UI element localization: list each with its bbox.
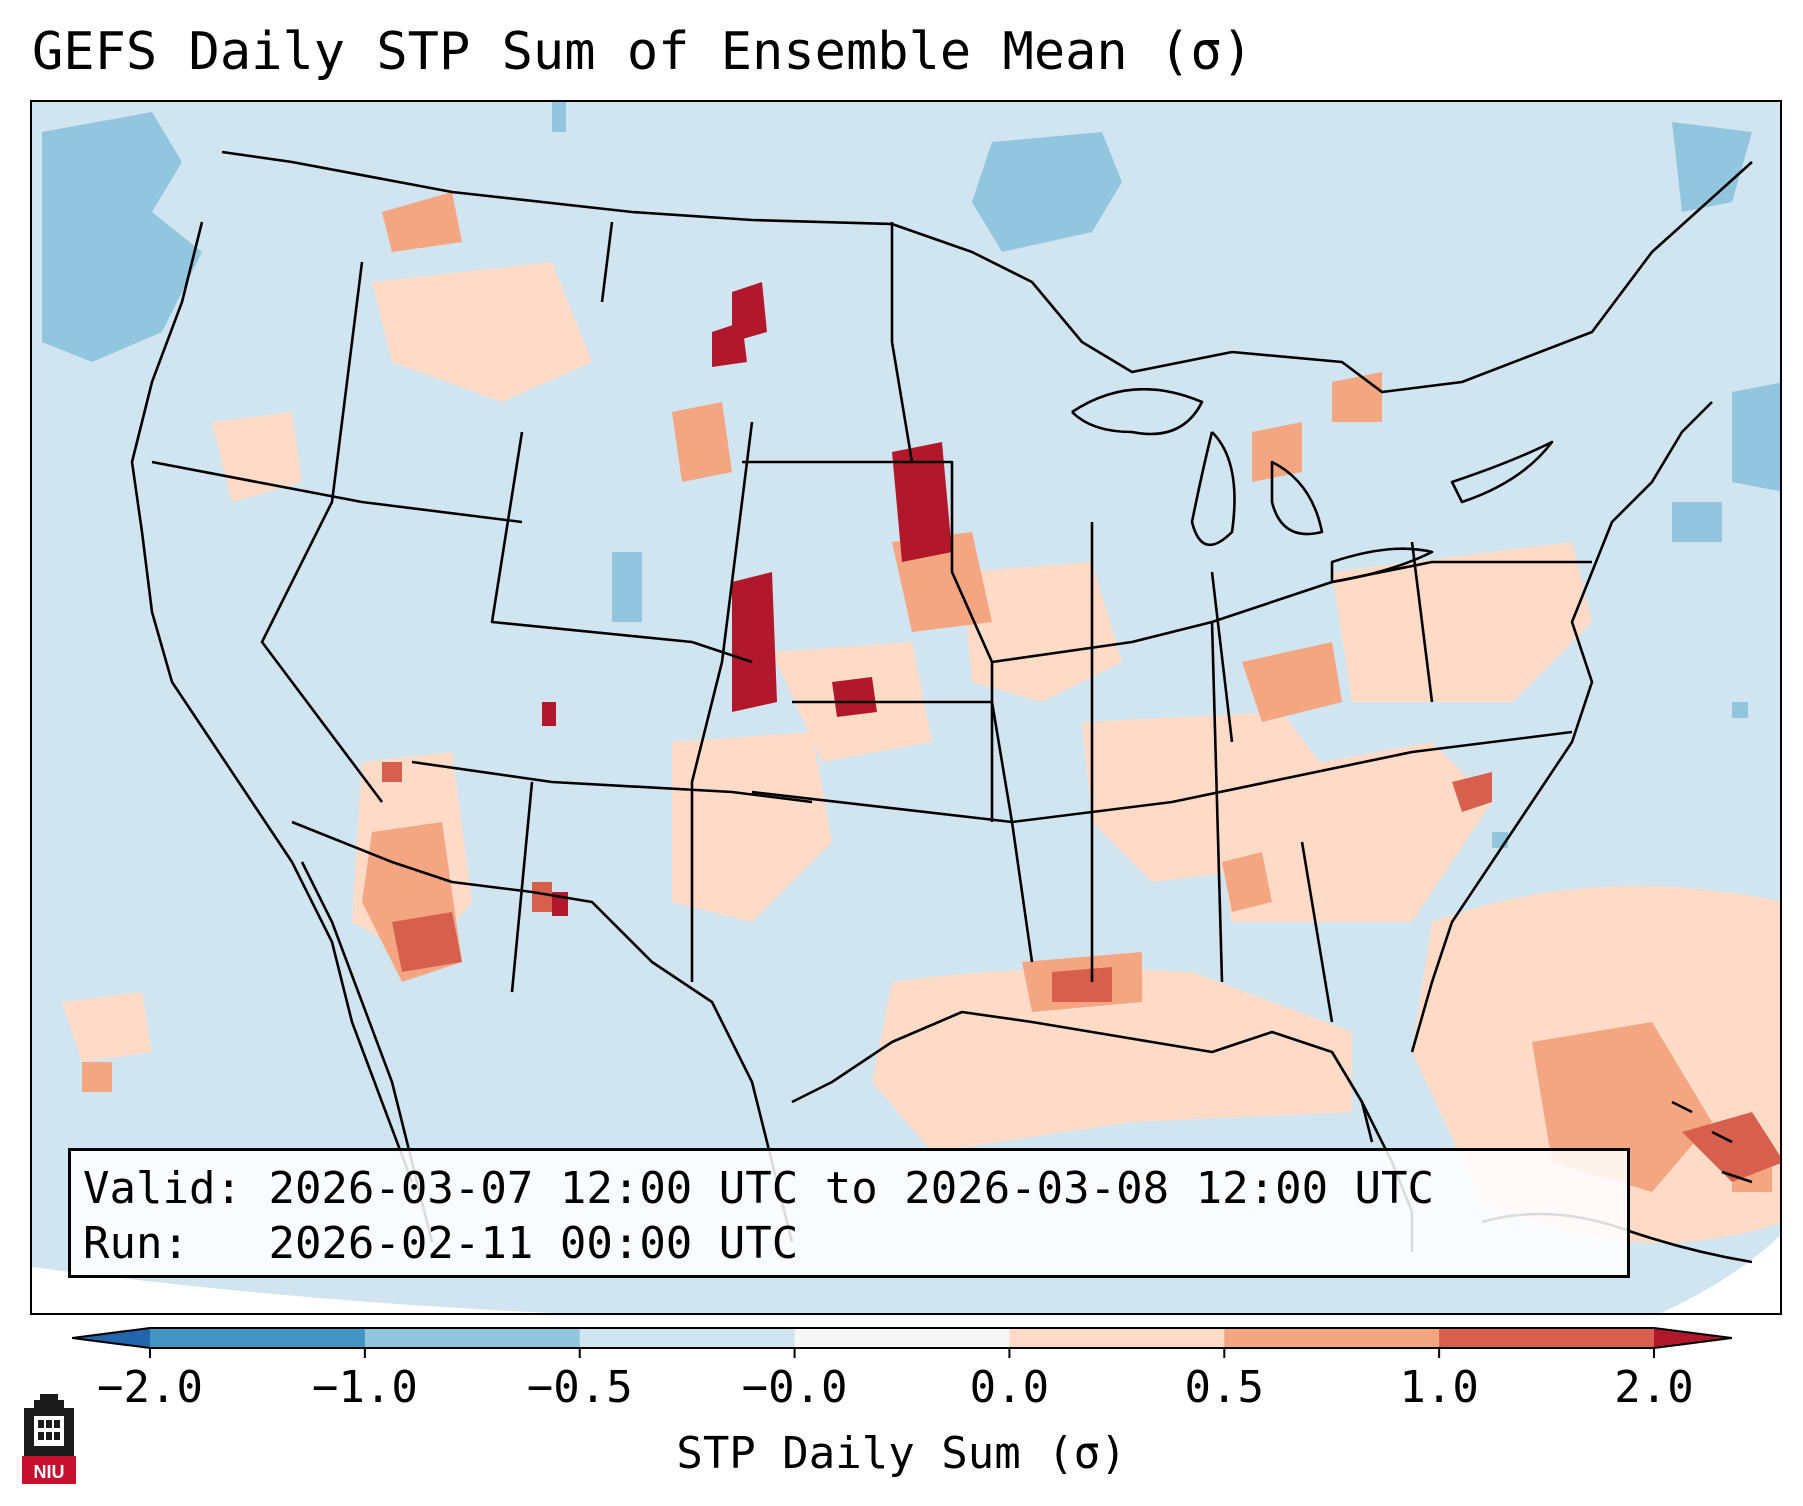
run-value: 2026-02-11 00:00 UTC xyxy=(268,1218,799,1269)
map-panel[interactable] xyxy=(30,100,1782,1315)
projection-edge-right xyxy=(1660,1235,1780,1313)
projection-edge-left xyxy=(32,1267,550,1313)
boundaries xyxy=(130,150,1753,1264)
colorbar-tick: −2.0 xyxy=(97,1362,203,1413)
logo-text: NIU xyxy=(34,1462,65,1482)
valid-value: 2026-03-07 12:00 UTC to 2026-03-08 12:00… xyxy=(268,1163,1435,1214)
colorbar-tick: −1.0 xyxy=(311,1362,418,1413)
colorbar-tick: 0.0 xyxy=(969,1362,1050,1413)
colorbar xyxy=(72,1327,1732,1358)
colorbar-segment xyxy=(579,1328,796,1348)
colorbar-extend-low xyxy=(72,1328,150,1348)
colorbar-tick: 0.5 xyxy=(1184,1362,1265,1413)
colorbar-tick: 1.0 xyxy=(1399,1362,1479,1413)
colorbar-segment xyxy=(794,1328,1010,1348)
valid-run-info-box: Valid: 2026-03-07 12:00 UTC to 2026-03-0… xyxy=(68,1148,1630,1278)
colorbar-tick: 2.0 xyxy=(1614,1362,1694,1413)
colorbar-segment xyxy=(1009,1328,1225,1348)
niu-logo-icon: NIU xyxy=(22,1394,76,1484)
colorbar-tick: −0.5 xyxy=(526,1362,633,1413)
colorbar-segment xyxy=(150,1328,366,1348)
colorbar-segment xyxy=(1439,1328,1655,1348)
map-canvas xyxy=(32,102,1780,1313)
chart-title: GEFS Daily STP Sum of Ensemble Mean (σ) xyxy=(32,22,1253,82)
colorbar-label: STP Daily Sum (σ) xyxy=(676,1428,1127,1479)
negative-anomaly-cells xyxy=(42,102,1780,848)
colorbar-segment xyxy=(364,1328,581,1348)
colorbar-segment xyxy=(1224,1328,1440,1348)
colorbar-segments xyxy=(72,1327,1732,1358)
colorbar-tick: −0.0 xyxy=(741,1362,848,1413)
colorbar-extend-high xyxy=(1654,1328,1732,1348)
run-label: Run: xyxy=(83,1218,189,1269)
strong-positive-cells xyxy=(382,762,1780,1182)
valid-label: Valid: xyxy=(83,1163,242,1214)
